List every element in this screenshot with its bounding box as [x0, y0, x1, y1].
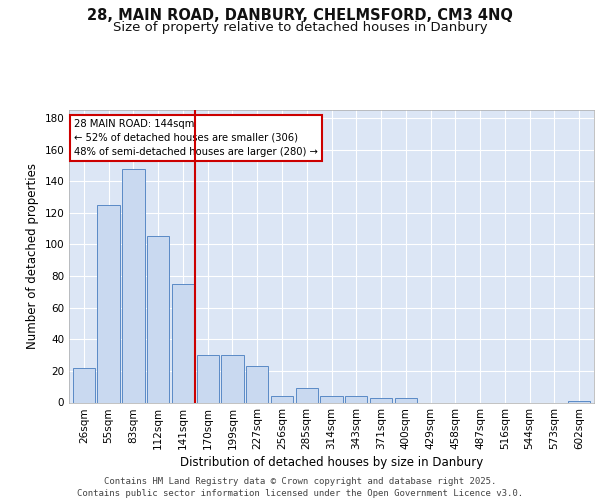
Bar: [320, 396, 343, 402]
Bar: [172, 284, 194, 403]
Bar: [246, 366, 268, 403]
Bar: [73, 368, 95, 402]
Y-axis label: Number of detached properties: Number of detached properties: [26, 163, 39, 349]
Bar: [97, 205, 120, 402]
X-axis label: Distribution of detached houses by size in Danbury: Distribution of detached houses by size …: [180, 456, 483, 469]
Bar: [271, 396, 293, 402]
Text: Size of property relative to detached houses in Danbury: Size of property relative to detached ho…: [113, 21, 487, 34]
Bar: [197, 355, 219, 403]
Bar: [568, 401, 590, 402]
Text: Contains HM Land Registry data © Crown copyright and database right 2025.
Contai: Contains HM Land Registry data © Crown c…: [77, 476, 523, 498]
Bar: [221, 355, 244, 403]
Bar: [147, 236, 169, 402]
Bar: [345, 396, 367, 402]
Bar: [395, 398, 417, 402]
Bar: [370, 398, 392, 402]
Bar: [122, 168, 145, 402]
Bar: [296, 388, 318, 402]
Text: 28, MAIN ROAD, DANBURY, CHELMSFORD, CM3 4NQ: 28, MAIN ROAD, DANBURY, CHELMSFORD, CM3 …: [87, 8, 513, 22]
Text: 28 MAIN ROAD: 144sqm
← 52% of detached houses are smaller (306)
48% of semi-deta: 28 MAIN ROAD: 144sqm ← 52% of detached h…: [74, 119, 318, 157]
